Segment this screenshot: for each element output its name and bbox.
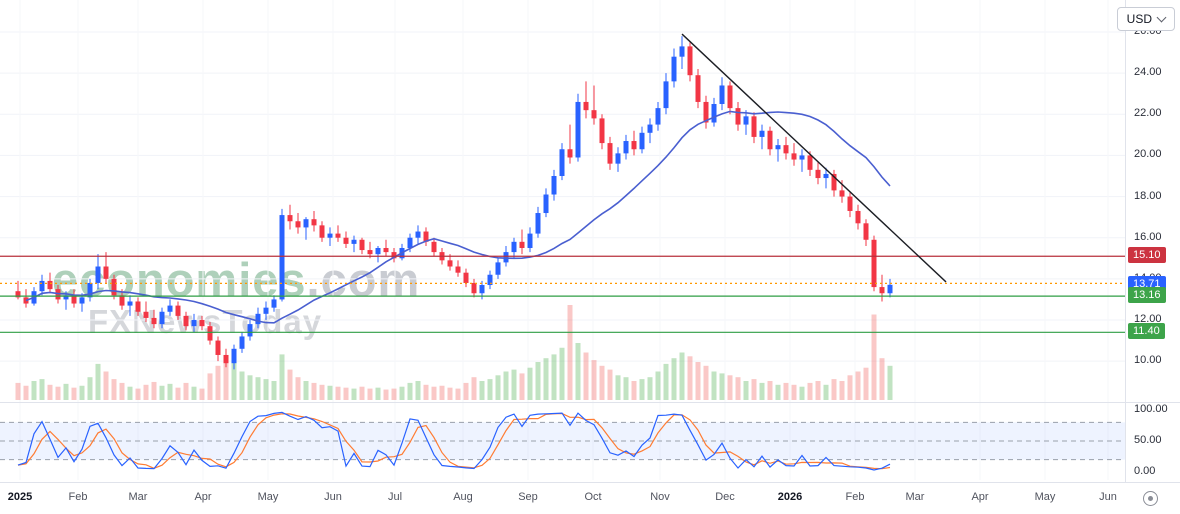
pane-separator	[0, 402, 1180, 403]
time-axis-label: Oct	[584, 491, 602, 503]
price-axis-label: 18.00	[1134, 189, 1162, 202]
time-scale[interactable]: 2025 Feb Mar Apr May Jun Jul Aug Sep Oct Nov Dec 202…	[0, 482, 1180, 514]
time-axis-label: 2026	[777, 491, 803, 503]
price-axis-label: 10.00	[1134, 354, 1162, 367]
time-axis-label: Mar	[905, 491, 925, 503]
time-axis-label: May	[1034, 491, 1056, 503]
grid-lines	[0, 31, 1125, 362]
time-axis-label: Jul	[387, 491, 403, 503]
time-axis-label: Feb	[68, 491, 88, 503]
candlesticks	[15, 36, 893, 370]
time-axis-label: Apr	[194, 491, 212, 503]
target-icon	[1148, 496, 1153, 501]
indicator-axis-label: 50.00	[1134, 434, 1162, 446]
stochastic-k-line	[17, 411, 891, 471]
trendline	[681, 33, 947, 283]
volume-bars	[15, 305, 893, 400]
crosshair-target-button[interactable]	[1143, 491, 1158, 506]
price-axis-label: 16.00	[1134, 230, 1162, 243]
time-axis-label: May	[257, 491, 279, 503]
price-axis-label: 24.00	[1134, 66, 1162, 79]
price-scale[interactable]: 26.0024.0022.0020.0018.0016.0014.0012.00…	[1125, 0, 1180, 482]
price-badge: 13.16	[1128, 287, 1166, 304]
price-axis-label: 20.00	[1134, 148, 1162, 161]
chevron-down-icon	[1156, 12, 1167, 23]
time-axis-label: 2025	[7, 491, 33, 503]
price-axis-label: 12.00	[1134, 312, 1162, 325]
time-axis-label: Jun	[1099, 491, 1117, 503]
stochastic-panel	[0, 421, 1125, 461]
price-badge: 11.40	[1128, 323, 1165, 340]
indicator-axis-label: 100.00	[1134, 403, 1168, 415]
time-axis-label: Apr	[971, 491, 989, 503]
currency-selector[interactable]: USD	[1116, 7, 1175, 31]
time-axis-label: Mar	[128, 491, 148, 503]
time-axis-label: Dec	[715, 491, 735, 503]
currency-label: USD	[1126, 12, 1152, 26]
price-badge: 15.10	[1128, 247, 1166, 264]
time-axis-label: Jun	[324, 491, 342, 503]
time-axis-label: Sep	[518, 491, 538, 503]
time-axis-label: Aug	[453, 491, 473, 503]
time-axis-label: Nov	[650, 491, 670, 503]
moving-average-line	[25, 110, 891, 324]
indicator-axis-label: 0.00	[1134, 465, 1156, 477]
price-axis-label: 22.00	[1134, 107, 1162, 120]
time-axis-label: Feb	[845, 491, 865, 503]
level-lines	[0, 255, 1125, 333]
